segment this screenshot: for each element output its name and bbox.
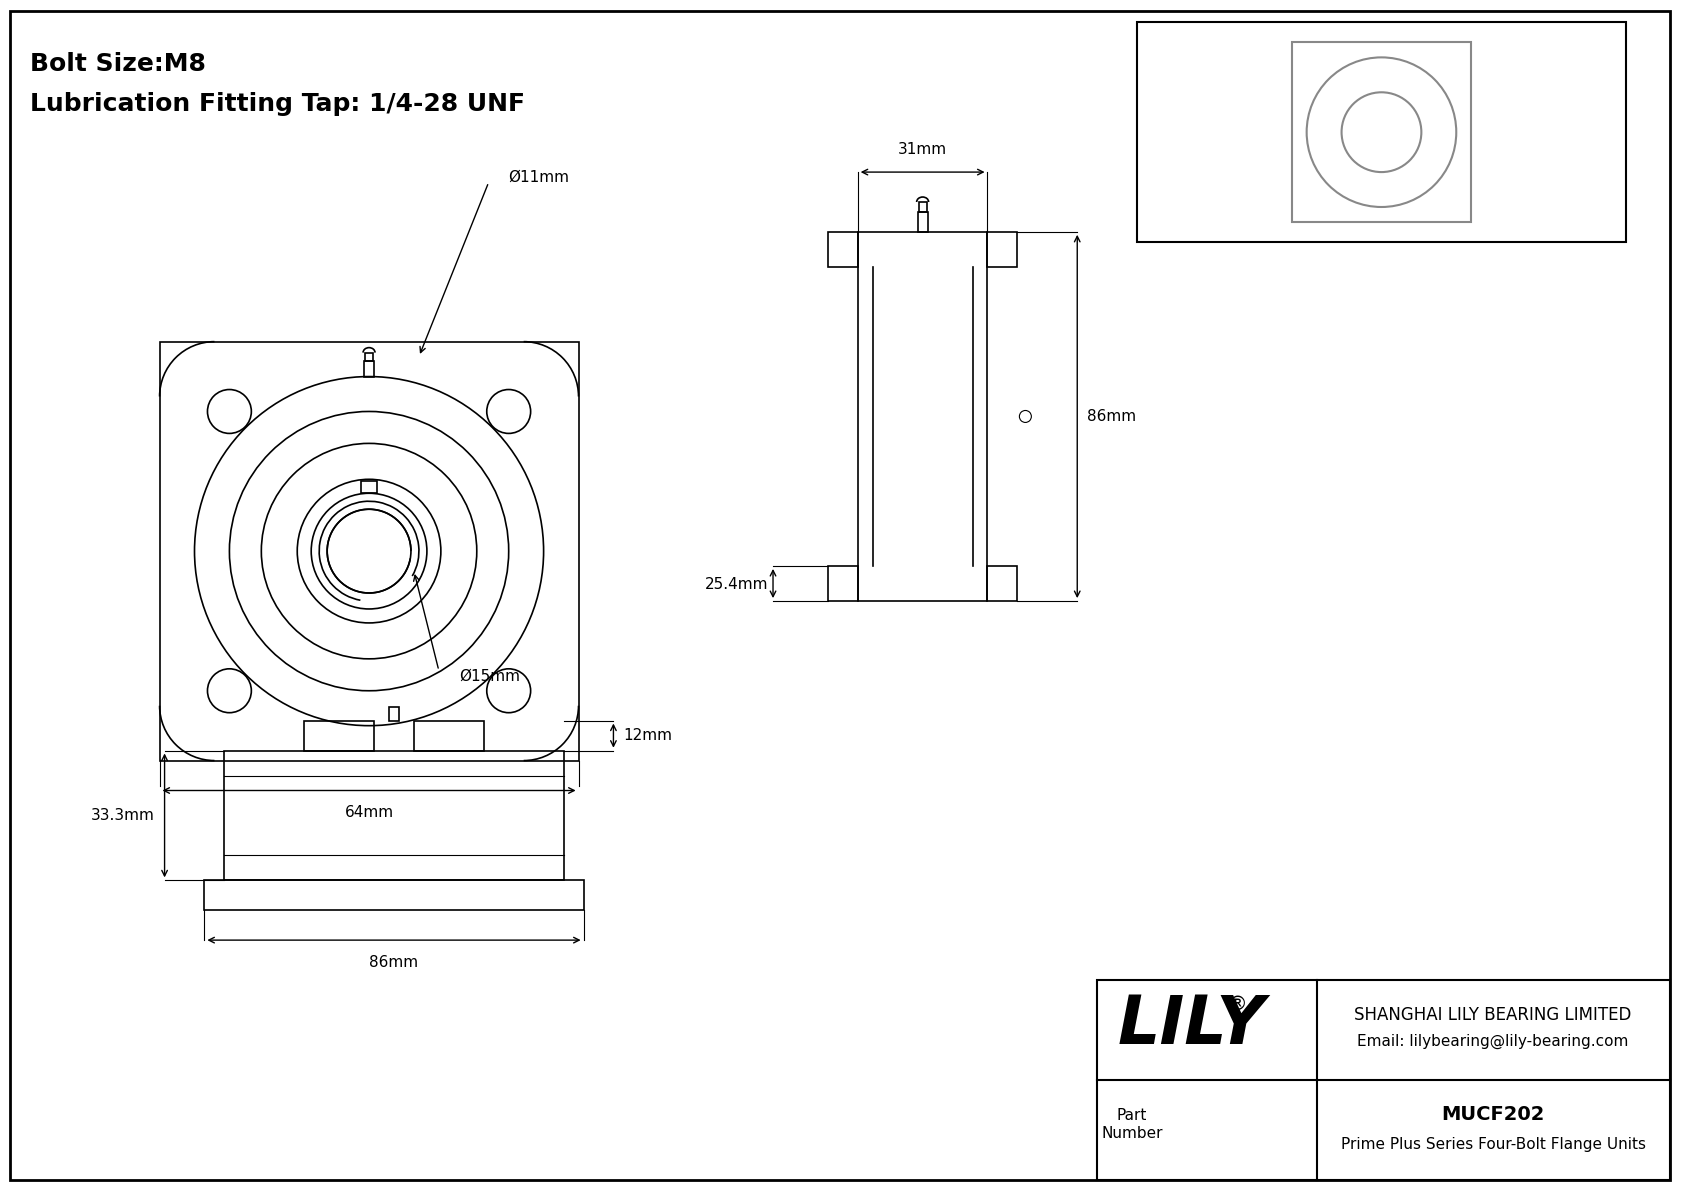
Text: 12mm: 12mm [623,728,672,743]
Bar [1137,23,1625,242]
Bar [918,212,928,232]
Bar [365,353,374,361]
Bar [857,232,987,601]
Bar [919,202,926,212]
Text: Ø15mm: Ø15mm [458,668,520,684]
Text: LILY: LILY [1116,992,1265,1058]
Bar [1292,43,1472,222]
Text: 25.4mm: 25.4mm [704,576,768,592]
Text: 31mm: 31mm [898,142,946,157]
Text: Part
Number: Part Number [1101,1109,1164,1141]
Bar [160,342,579,761]
Text: Ø11mm: Ø11mm [509,169,569,185]
Bar [305,721,374,750]
Text: ®: ® [1228,996,1246,1015]
Text: SHANGHAI LILY BEARING LIMITED: SHANGHAI LILY BEARING LIMITED [1354,1006,1632,1024]
Bar [1098,980,1671,1179]
Bar [414,721,483,750]
Bar [364,361,374,376]
Text: 33.3mm: 33.3mm [91,807,155,823]
Text: Lubrication Fitting Tap: 1/4-28 UNF: Lubrication Fitting Tap: 1/4-28 UNF [30,92,525,117]
Bar [224,750,564,880]
Bar [987,566,1017,601]
Bar [829,232,857,267]
Bar [829,566,857,601]
Text: Bolt Size:M8: Bolt Size:M8 [30,52,205,76]
Text: MUCF202: MUCF202 [1442,1105,1544,1124]
Bar [204,880,584,910]
Bar [389,706,399,721]
Text: 86mm: 86mm [369,955,419,971]
Text: 64mm: 64mm [345,805,394,821]
Text: Email: lilybearing@lily-bearing.com: Email: lilybearing@lily-bearing.com [1357,1034,1628,1049]
Bar [360,481,377,493]
Bar [987,232,1017,267]
Text: 86mm: 86mm [1088,409,1137,424]
Text: Prime Plus Series Four-Bolt Flange Units: Prime Plus Series Four-Bolt Flange Units [1340,1137,1645,1152]
